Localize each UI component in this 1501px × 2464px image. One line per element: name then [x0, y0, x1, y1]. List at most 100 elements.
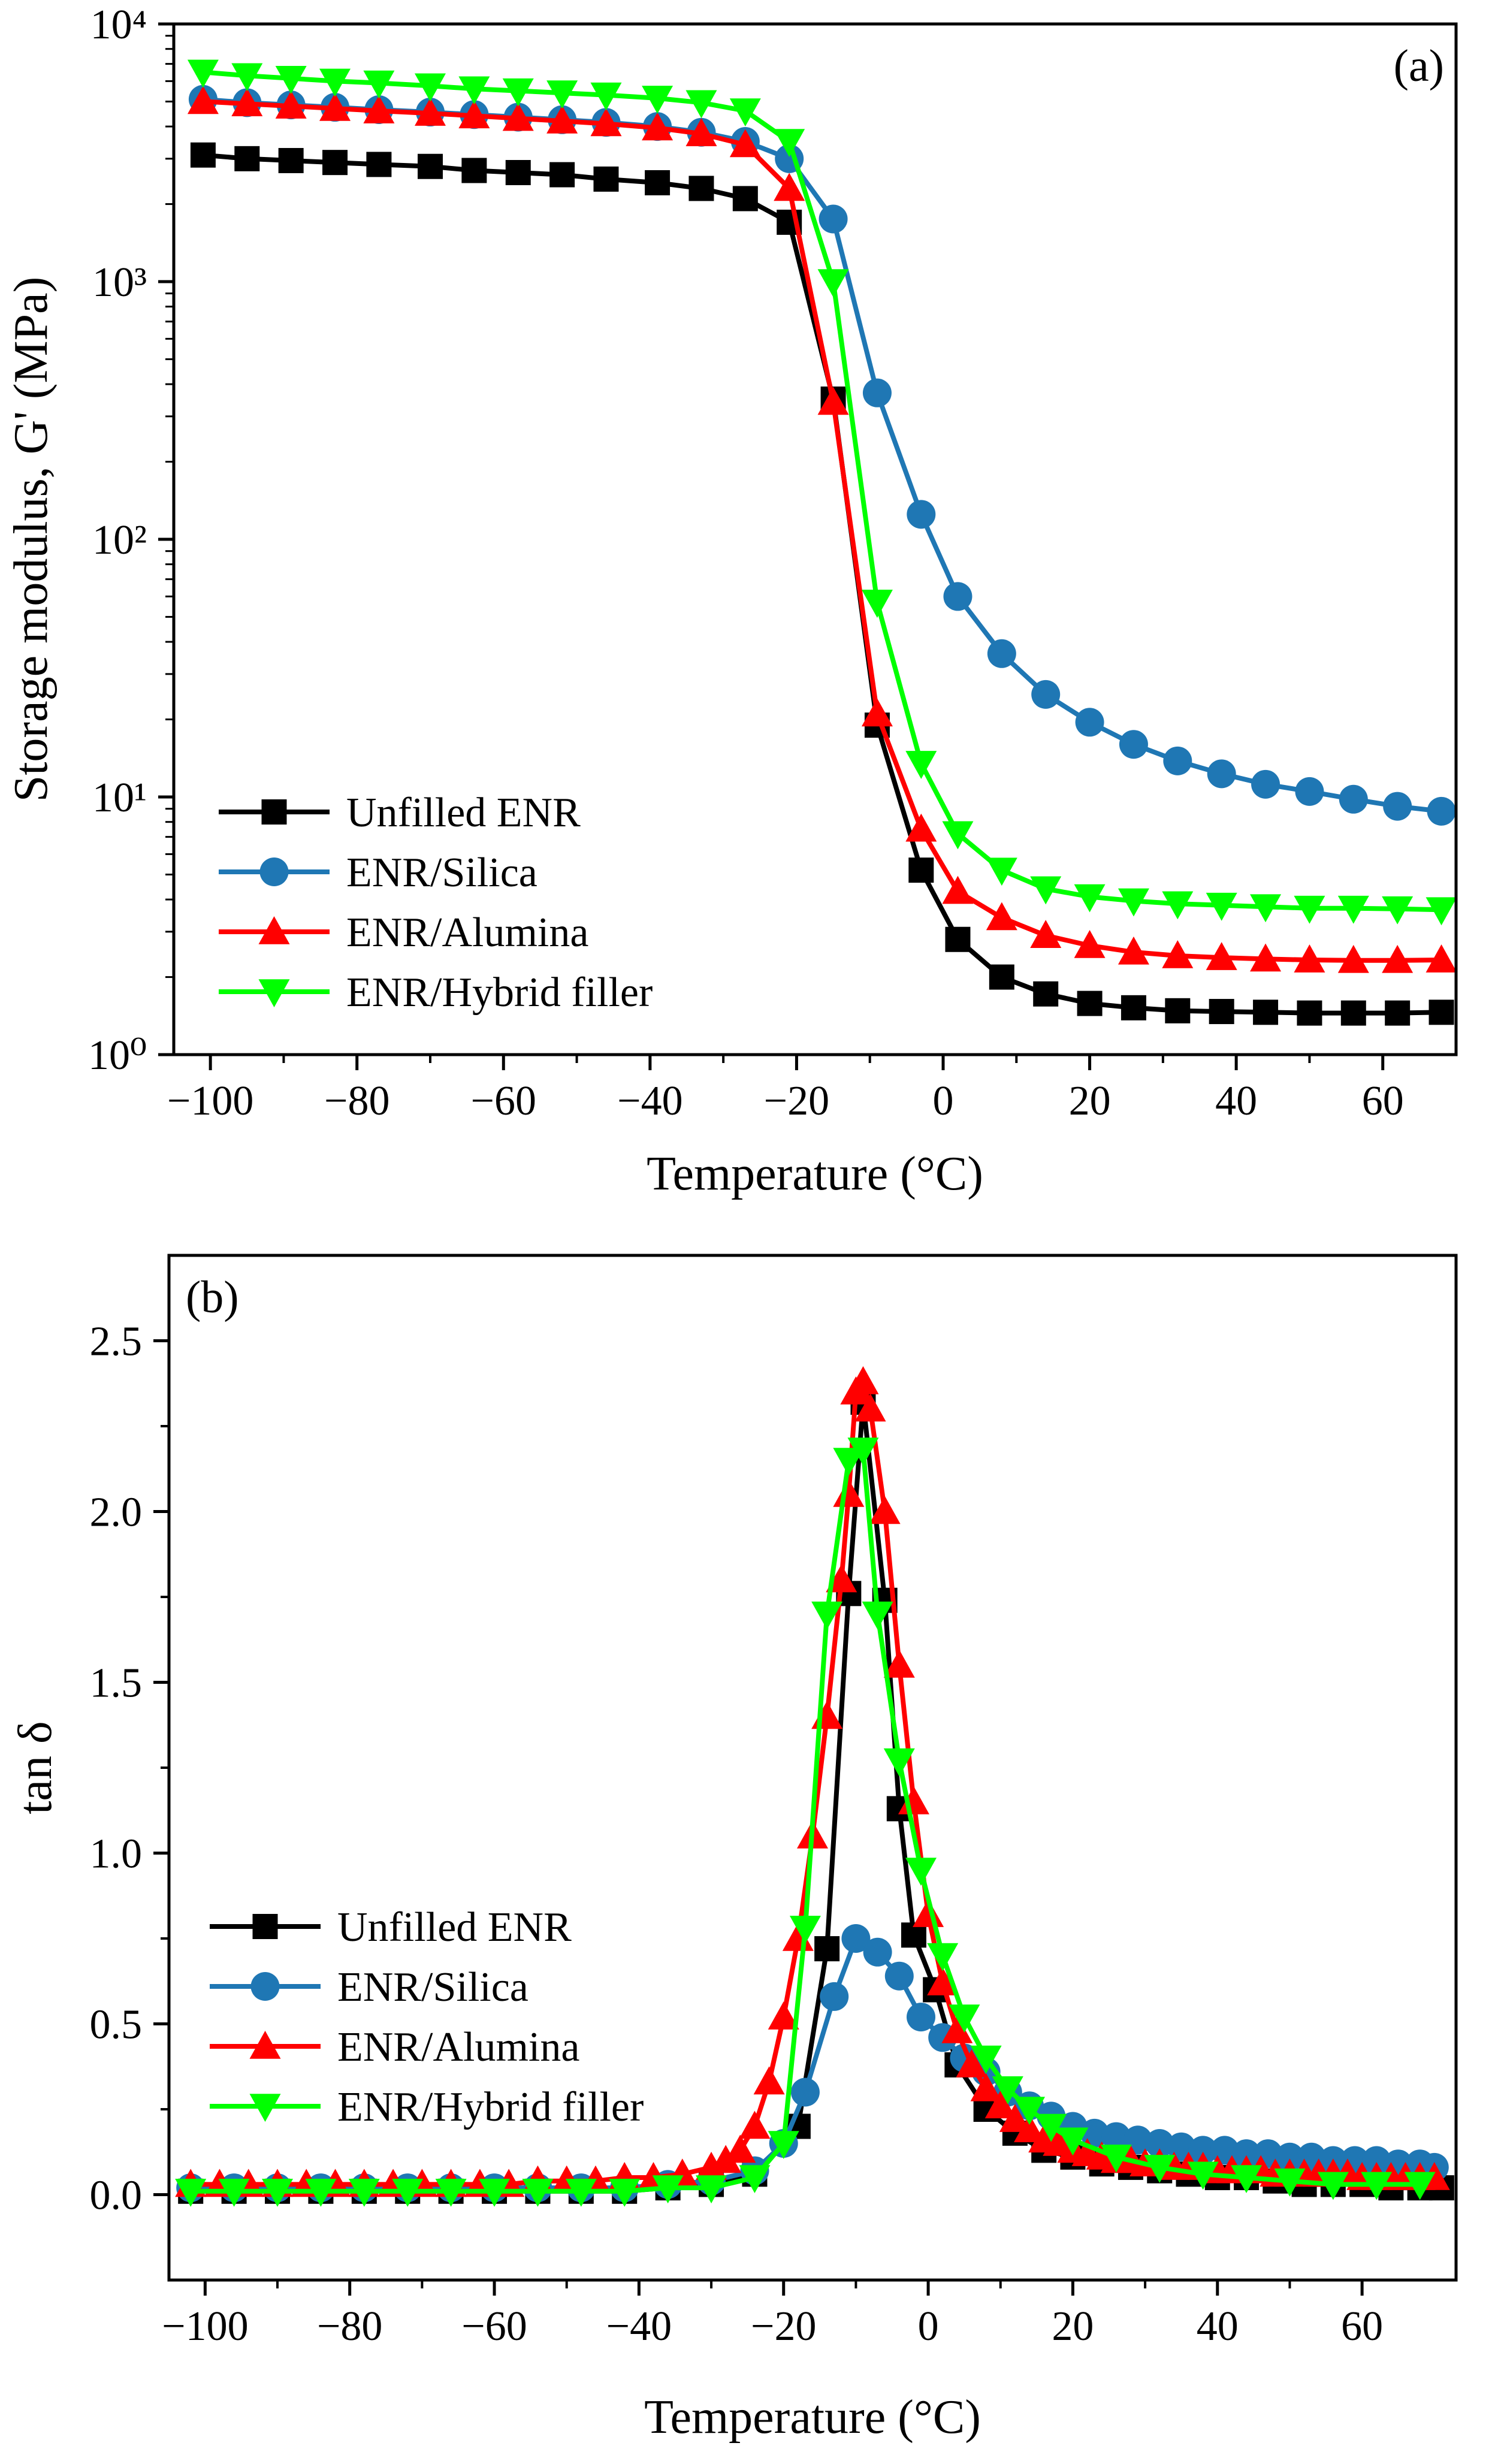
data-point-enr-silica: [1251, 769, 1280, 799]
series-group: [187, 59, 1457, 1026]
data-point-enr-alumina: [1014, 2114, 1046, 2142]
x-tick-label: 60: [1341, 2303, 1383, 2350]
data-point-enr-hybrid-filler: [774, 129, 805, 158]
data-point-enr-hybrid-filler: [1118, 888, 1149, 917]
legend-swatch-marker: [259, 857, 289, 886]
data-point-enr-silica: [1232, 2139, 1261, 2169]
data-point-enr-silica: [1295, 777, 1324, 806]
data-point-enr-hybrid-filler: [1382, 896, 1414, 925]
data-point-enr-hybrid-filler: [1337, 895, 1369, 924]
panel-label: (b): [186, 1272, 239, 1322]
data-point-enr-hybrid-filler: [685, 90, 717, 119]
x-tick-label: 60: [1362, 1078, 1404, 1124]
x-axis-ticks: −100 −80 −60 −40 −20 0 20 40 60: [167, 1055, 1404, 1124]
data-point-unfilled-enr: [1077, 991, 1103, 1016]
data-point-enr-hybrid-filler: [817, 269, 849, 297]
data-point-enr-silica: [819, 204, 848, 234]
legend-entry-enr-hybrid-filler: ENR/Hybrid filler: [219, 970, 653, 1016]
data-point-enr-hybrid-filler: [546, 80, 578, 109]
y-tick-label: 10⁰: [88, 1032, 147, 1079]
data-point-unfilled-enr: [190, 142, 216, 168]
data-point-enr-hybrid-filler: [986, 857, 1017, 886]
data-point-enr-alumina: [590, 108, 622, 137]
data-point-enr-alumina: [869, 1496, 901, 1524]
x-axis-title: Temperature (°C): [644, 2391, 981, 2444]
data-point-enr-alumina: [883, 1650, 915, 1678]
data-point-enr-alumina: [817, 386, 849, 415]
data-point-enr-alumina: [999, 2104, 1031, 2132]
data-point-unfilled-enr: [234, 146, 260, 171]
data-point-enr-alumina: [768, 2001, 799, 2030]
data-point-enr-alumina: [970, 2073, 1002, 2101]
data-point-enr-alumina: [458, 100, 490, 129]
data-point-enr-hybrid-filler: [642, 86, 674, 114]
data-point-enr-hybrid-filler: [392, 2179, 424, 2207]
data-point-enr-hybrid-filler: [927, 1943, 959, 1971]
data-point-enr-alumina: [729, 129, 761, 158]
y-axis-ticks: 10⁰ 10¹ 10² 10³ 10⁴: [88, 2, 174, 1079]
data-point-enr-hybrid-filler: [789, 1916, 821, 1944]
data-point-enr-silica: [1339, 784, 1368, 814]
data-point-enr-hybrid-filler: [729, 98, 761, 127]
data-point-enr-alumina: [986, 902, 1017, 931]
data-point-enr-alumina: [363, 95, 395, 123]
data-point-enr-alumina: [1337, 944, 1369, 973]
data-point-enr-alumina: [898, 1786, 929, 1814]
y-axis-ticks: 0.0 0.5 1.0 1.5 2.0 2.5: [90, 1319, 169, 2219]
legend-label: Unfilled ENR: [337, 1904, 572, 1950]
data-point-enr-alumina: [905, 813, 937, 842]
data-point-enr-alumina: [187, 86, 219, 114]
x-tick-label: 0: [933, 1078, 954, 1124]
data-point-enr-hybrid-filler: [1144, 2155, 1176, 2183]
data-point-enr-alumina: [753, 2066, 785, 2095]
data-point-enr-silica: [1119, 730, 1148, 759]
data-point-unfilled-enr: [1033, 981, 1059, 1007]
data-point-enr-hybrid-filler: [175, 2179, 207, 2207]
data-point-enr-hybrid-filler: [949, 2004, 980, 2033]
legend-label: ENR/Hybrid filler: [346, 970, 653, 1016]
data-point-enr-hybrid-filler: [1014, 2097, 1046, 2125]
data-point-unfilled-enr: [908, 857, 934, 883]
data-point-enr-hybrid-filler: [862, 1601, 893, 1630]
data-point-enr-silica: [907, 500, 936, 529]
data-point-enr-alumina: [1426, 944, 1457, 973]
legend-swatch-marker: [252, 1914, 278, 1939]
x-tick-label: −60: [461, 2303, 527, 2350]
y-tick-label: 10³: [92, 259, 147, 306]
data-point-enr-hybrid-filler: [609, 2179, 641, 2207]
panel-label: (a): [1394, 41, 1444, 91]
data-point-enr-hybrid-filler: [565, 2179, 597, 2207]
data-point-enr-silica: [862, 378, 892, 407]
x-tick-label: 20: [1069, 1078, 1111, 1124]
x-axis-ticks: −100 −80 −60 −40 −20 0 20 40 60: [162, 2280, 1383, 2350]
legend-entry-enr-silica: ENR/Silica: [219, 850, 537, 896]
data-point-enr-hybrid-filler: [833, 1448, 865, 1476]
data-point-enr-hybrid-filler: [231, 63, 263, 92]
data-point-enr-silica: [820, 1982, 849, 2011]
y-tick-label: 0.0: [90, 2173, 143, 2219]
data-point-enr-hybrid-filler: [883, 1748, 915, 1777]
data-point-unfilled-enr: [366, 152, 392, 177]
x-tick-label: −40: [606, 2303, 672, 2350]
data-point-enr-silica: [1275, 2142, 1304, 2172]
data-point-enr-silica: [907, 2003, 936, 2032]
data-point-enr-hybrid-filler: [305, 2179, 337, 2207]
data-point-unfilled-enr: [278, 147, 304, 173]
data-point-enr-hybrid-filler: [1361, 2172, 1393, 2200]
data-point-enr-silica: [863, 1937, 892, 1967]
data-point-unfilled-enr: [945, 926, 971, 952]
data-point-enr-alumina: [942, 875, 974, 904]
data-point-unfilled-enr: [1253, 1000, 1279, 1025]
legend-swatch-marker: [249, 2094, 281, 2122]
data-point-enr-silica: [841, 1924, 871, 1953]
data-point-enr-alumina: [231, 88, 263, 117]
data-point-enr-silica: [1207, 759, 1236, 789]
data-point-enr-hybrid-filler: [1162, 891, 1194, 920]
legend-swatch-marker: [249, 2031, 281, 2059]
data-point-enr-silica: [1075, 708, 1104, 737]
data-point-enr-hybrid-filler: [262, 2179, 294, 2207]
data-point-enr-alumina: [927, 1967, 959, 1995]
legend-label: ENR/Hybrid filler: [337, 2084, 644, 2130]
